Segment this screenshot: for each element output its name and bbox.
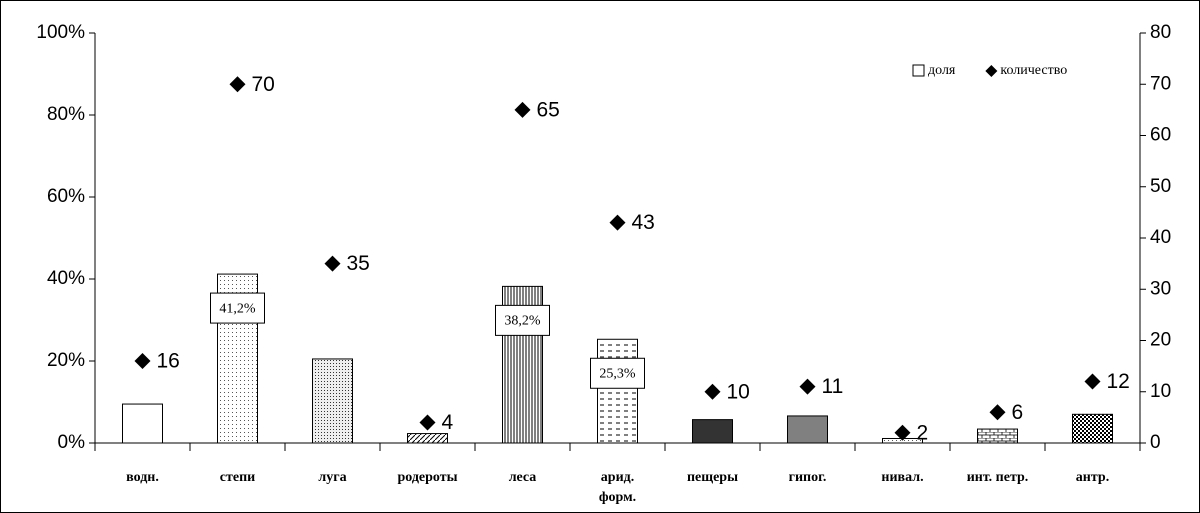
y2-tick-label: 30 bbox=[1150, 278, 1171, 299]
value-label: 41,2% bbox=[219, 301, 256, 316]
y2-tick-label: 80 bbox=[1150, 22, 1171, 43]
legend-swatch bbox=[985, 65, 998, 77]
y2-tick-label: 60 bbox=[1150, 125, 1171, 146]
marker bbox=[799, 378, 816, 395]
marker bbox=[989, 404, 1006, 421]
x-tick-label: водн. bbox=[126, 470, 159, 485]
value-label: 25,3% bbox=[599, 366, 636, 381]
y-tick-label: 40% bbox=[47, 268, 85, 289]
y2-tick-label: 40 bbox=[1150, 227, 1171, 248]
data-label: 35 bbox=[347, 252, 370, 275]
x-tick-label: луга bbox=[318, 470, 346, 485]
bar bbox=[1072, 413, 1113, 444]
bar bbox=[597, 338, 638, 444]
bar bbox=[407, 433, 448, 444]
data-label: 43 bbox=[632, 211, 655, 234]
value-label-box bbox=[495, 304, 550, 336]
data-label: 11 bbox=[822, 375, 844, 398]
x-tick-label: гипог. bbox=[789, 470, 827, 485]
value-label-box bbox=[210, 292, 265, 324]
y2-tick-label: 50 bbox=[1150, 176, 1171, 197]
data-label: 70 bbox=[252, 73, 275, 96]
marker bbox=[894, 424, 911, 441]
y2-tick-label: 20 bbox=[1150, 330, 1171, 351]
marker bbox=[229, 76, 246, 93]
data-label: 10 bbox=[727, 380, 750, 403]
x-tick-label: инт. петр. bbox=[967, 470, 1029, 485]
x-tick-label: степи bbox=[220, 470, 255, 485]
bar bbox=[977, 428, 1018, 444]
value-label: 38,2% bbox=[504, 314, 541, 329]
y2-tick-label: 0 bbox=[1150, 432, 1161, 453]
y-tick-label: 80% bbox=[47, 104, 85, 125]
y2-tick-label: 10 bbox=[1150, 381, 1171, 402]
data-label: 6 bbox=[1012, 401, 1024, 424]
x-tick-label: леса bbox=[509, 470, 537, 485]
y-tick-label: 60% bbox=[47, 186, 85, 207]
marker bbox=[324, 255, 341, 272]
y-tick-label: 0% bbox=[58, 432, 86, 453]
value-label-box bbox=[590, 357, 645, 389]
marker bbox=[419, 414, 436, 431]
data-label: 4 bbox=[442, 411, 454, 434]
bar bbox=[787, 415, 828, 444]
x-tick-label: пещеры bbox=[687, 470, 738, 485]
legend-label: доля bbox=[928, 63, 956, 78]
x-tick-label: антр. bbox=[1076, 470, 1109, 485]
data-label: 2 bbox=[917, 421, 929, 444]
marker bbox=[1084, 373, 1101, 390]
marker bbox=[704, 383, 721, 400]
x-tick-label: арид. форм. bbox=[599, 470, 636, 505]
marker bbox=[514, 101, 531, 118]
marker bbox=[134, 353, 151, 369]
marker bbox=[609, 214, 626, 231]
y-tick-label: 100% bbox=[36, 22, 85, 43]
y2-tick-label: 70 bbox=[1150, 73, 1171, 94]
bar bbox=[692, 419, 733, 444]
legend-swatch bbox=[912, 64, 925, 77]
data-label: 12 bbox=[1107, 370, 1130, 393]
data-label: 65 bbox=[537, 98, 560, 121]
x-tick-label: нивал. bbox=[881, 470, 923, 485]
x-tick-label: родероты bbox=[397, 470, 457, 485]
bar bbox=[312, 358, 353, 444]
y-tick-label: 20% bbox=[47, 350, 85, 371]
data-label: 16 bbox=[157, 350, 180, 373]
legend-label: количество bbox=[1000, 63, 1067, 78]
bar bbox=[122, 403, 163, 444]
